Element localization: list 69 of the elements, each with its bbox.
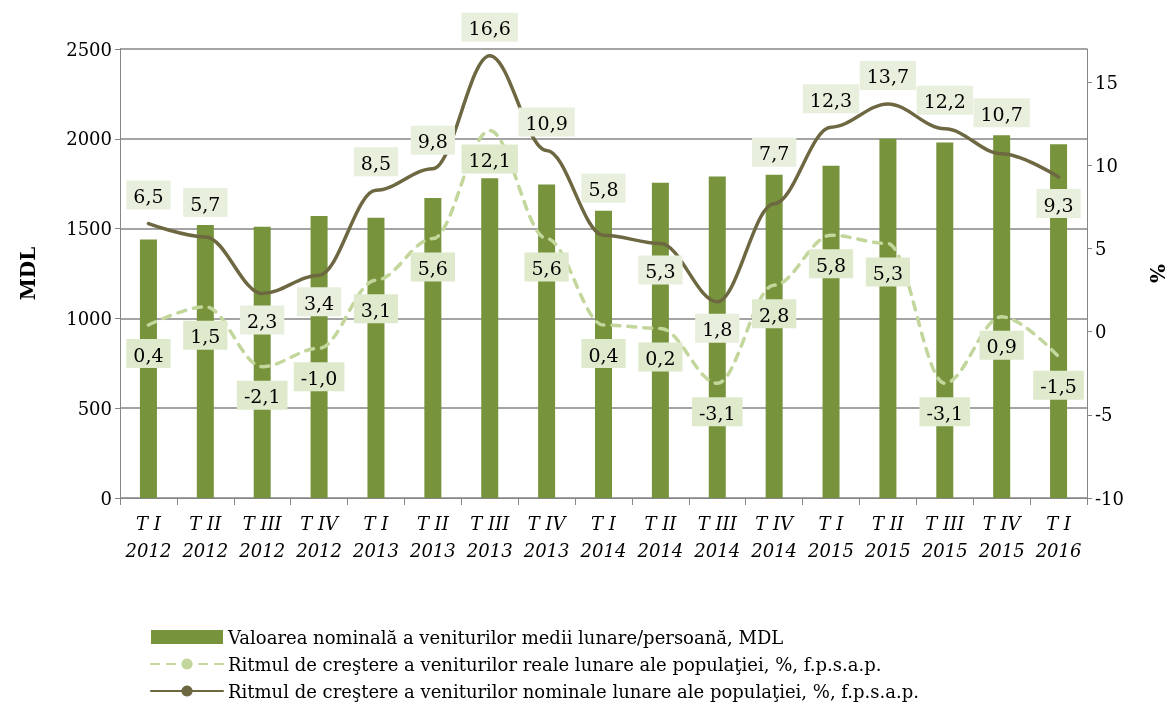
y2-tick-label: 0 (1095, 321, 1107, 343)
data-label: -1,5 (1040, 375, 1077, 398)
x-tick-label: T I 2012 (124, 513, 172, 561)
data-label: 6,5 (133, 185, 164, 208)
data-label: 9,8 (417, 130, 448, 153)
x-tick-label: T IV 2015 (977, 513, 1025, 561)
y-axis-title: MDL (16, 246, 40, 301)
x-tick-label: T III 2014 (693, 513, 741, 561)
legend-label: Ritmul de creştere a veniturilor reale lunare ale populaţiei, %, f.p.s.a.p. (228, 653, 882, 675)
x-tick-label: T II 2014 (636, 513, 684, 561)
y2-tick-label: -5 (1095, 404, 1113, 426)
data-label: -3,1 (698, 401, 736, 424)
data-label: 12,3 (809, 88, 853, 111)
y-tick-label: 2000 (66, 128, 112, 150)
data-label: 10,7 (980, 102, 1023, 125)
data-label: -1,0 (300, 366, 338, 389)
data-label: 5,6 (531, 257, 562, 280)
y-tick-label: 1000 (66, 307, 112, 329)
data-label: 12,2 (923, 90, 966, 113)
data-label: 13,7 (866, 65, 910, 88)
y2-tick-label: 5 (1095, 238, 1107, 260)
data-label: 9,3 (1043, 193, 1074, 216)
data-label: 0,9 (986, 335, 1017, 358)
x-tick-label: T IV 2013 (522, 513, 570, 561)
data-label: 3,1 (360, 298, 392, 321)
x-tick-label: T III 2012 (238, 513, 286, 561)
x-tick-label: T II 2012 (181, 513, 229, 561)
data-label: 0,4 (133, 343, 164, 366)
data-label: 7,7 (759, 142, 790, 165)
legend-label: Ritmul de creştere a veniturilor nominale lunare ale populaţiei, %, f.p.s.a.p. (228, 680, 919, 702)
x-tick-label: T I 2013 (352, 513, 399, 561)
y-tick-label: 0 (100, 487, 112, 509)
data-label: 8,5 (360, 151, 392, 174)
data-label: 5,6 (417, 257, 448, 280)
x-tick-label: T I 2016 (1034, 513, 1082, 561)
data-label: 12,1 (468, 148, 511, 171)
data-label: -3,1 (926, 401, 964, 424)
data-label: 1,5 (190, 325, 221, 348)
data-label: 5,8 (588, 178, 619, 201)
data-label: 5,3 (872, 262, 904, 285)
y-tick-label: 500 (77, 397, 112, 419)
x-tick-label: T I 2015 (807, 513, 854, 561)
x-tick-label: T I 2014 (579, 513, 627, 561)
x-tick-label: T IV 2014 (750, 513, 798, 561)
y2-tick-label: 10 (1095, 154, 1118, 176)
data-label: 5,8 (815, 253, 847, 276)
x-tick-label: T IV 2012 (295, 513, 342, 561)
data-label: 0,2 (645, 346, 676, 369)
data-label: 2,8 (759, 303, 790, 326)
bar (481, 178, 499, 498)
y2-tick-label: -10 (1095, 487, 1124, 509)
x-tick-label: T III 2013 (465, 513, 513, 561)
data-label: -2,1 (243, 385, 281, 408)
data-label: 2,3 (247, 309, 278, 332)
x-tick-label: T II 2013 (408, 513, 456, 561)
data-label: 5,7 (190, 192, 221, 215)
legend-label: Valoarea nominală a veniturilor medii lunare/persoană, MDL (227, 626, 784, 648)
y-tick-label: 2500 (66, 38, 112, 60)
data-label: 16,6 (468, 17, 511, 40)
y2-tick-label: 15 (1095, 71, 1118, 93)
x-tick-label: T II 2015 (864, 513, 911, 561)
data-label: 0,4 (588, 343, 619, 366)
data-label: 1,8 (702, 318, 733, 341)
data-label: 5,3 (645, 260, 676, 283)
y2-axis-title: % (1145, 263, 1169, 284)
y-tick-label: 1500 (66, 218, 112, 240)
x-tick-label: T III 2015 (920, 513, 968, 561)
data-label: 10,9 (525, 111, 568, 134)
data-label: 3,4 (303, 291, 335, 314)
